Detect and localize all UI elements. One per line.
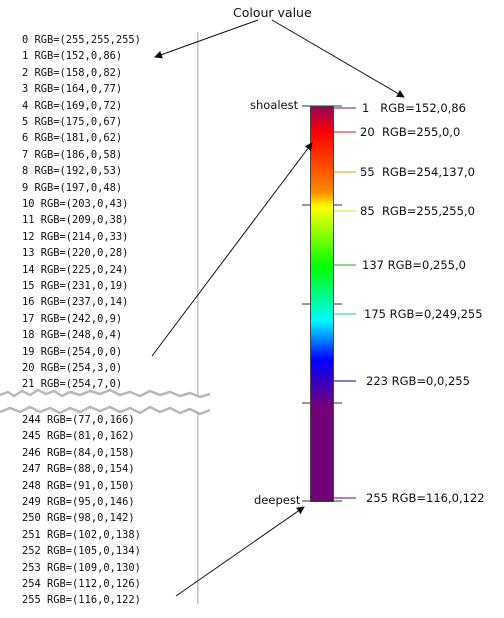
rgb-list-line: 10 RGB=(203,0,43) [22, 198, 129, 210]
rgb-list-line: 2 RGB=(158,0,82) [22, 66, 123, 79]
rgb-list-line: 5 RGB=(175,0,67) [22, 116, 123, 128]
scale-value-label: 85 RGB=255,255,0 [360, 204, 475, 218]
rgb-list-line: 247 RGB=(88,0,154) [22, 463, 135, 476]
scale-value-label: 20 RGB=255,0,0 [360, 125, 461, 139]
scale-value-label: 137 RGB=0,255,0 [362, 258, 466, 272]
torn-edge [0, 388, 210, 416]
rgb-list-line: 13 RGB=(220,0,28) [22, 247, 129, 260]
rgb-list-line: 12 RGB=(214,0,33) [22, 230, 129, 243]
rgb-list-line: 9 RGB=(197,0,48) [22, 181, 123, 194]
bar-ticks [302, 105, 342, 502]
rgb-list-line: 255 RGB=(116,0,122) [22, 594, 141, 607]
rgb-list-line: 249 RGB=(95,0,146) [22, 496, 135, 508]
rgb-list-line: 248 RGB=(91,0,150) [22, 479, 135, 492]
value-ticks [334, 107, 356, 499]
rgb-list-line: 17 RGB=(242,0,9) [22, 312, 123, 325]
rgb-list-line: 0 RGB=(255,255,255) [22, 34, 141, 46]
rgb-list-line: 246 RGB=(84,0,158) [22, 446, 135, 459]
rgb-list-line: 15 RGB=(231,0,19) [22, 280, 129, 292]
scale-value-label: 255 RGB=116,0,122 [366, 491, 485, 505]
pointer-arrows [151, 19, 405, 597]
rgb-list-line: 1 RGB=(152,0,86) [22, 50, 123, 63]
rgb-list-line: 19 RGB=(254,0,0) [22, 345, 123, 358]
rgb-list-line: 252 RGB=(105,0,134) [22, 545, 141, 558]
rgb-list-line: 245 RGB=(81,0,162) [22, 430, 135, 443]
rgb-list-line: 4 RGB=(169,0,72) [22, 99, 123, 112]
label-deepest: deepest [254, 493, 301, 507]
rgb-list-line: 21 RGB=(254,7,0) [22, 378, 123, 391]
scale-value-label: 223 RGB=0,0,255 [366, 374, 470, 388]
rgb-list-line: 244 RGB=(77,0,166) [22, 414, 135, 426]
scale-value-label: 1 RGB=152,0,86 [362, 101, 466, 115]
rgb-list-line: 250 RGB=(98,0,142) [22, 512, 135, 525]
rgb-list-line: 253 RGB=(109,0,130) [22, 561, 141, 574]
rgb-list-line: 251 RGB=(102,0,138) [22, 528, 141, 541]
scale-value-label: 175 RGB=0,249,255 [364, 307, 483, 321]
rgb-list-line: 3 RGB=(164,0,77) [22, 83, 123, 96]
diagram-title: Colour value [233, 5, 312, 20]
rgb-list-line: 16 RGB=(237,0,14) [22, 296, 129, 309]
colour-gradient-bar [310, 106, 334, 502]
rgb-list-line: 11 RGB=(209,0,38) [22, 214, 129, 227]
rgb-list-line: 254 RGB=(112,0,126) [22, 578, 141, 590]
rgb-list-line: 8 RGB=(192,0,53) [22, 165, 123, 178]
rgb-list-line: 14 RGB=(225,0,24) [22, 263, 129, 276]
label-shoalest: shoalest [250, 98, 299, 112]
rgb-list-line: 7 RGB=(186,0,58) [22, 148, 123, 161]
list-divider [197, 32, 199, 604]
rgb-list-line: 18 RGB=(248,0,4) [22, 329, 123, 342]
scale-value-label: 55 RGB=254,137,0 [360, 165, 475, 179]
rgb-list-line: 6 RGB=(181,0,62) [22, 132, 123, 145]
rgb-list-line: 20 RGB=(254,3,0) [22, 362, 123, 374]
